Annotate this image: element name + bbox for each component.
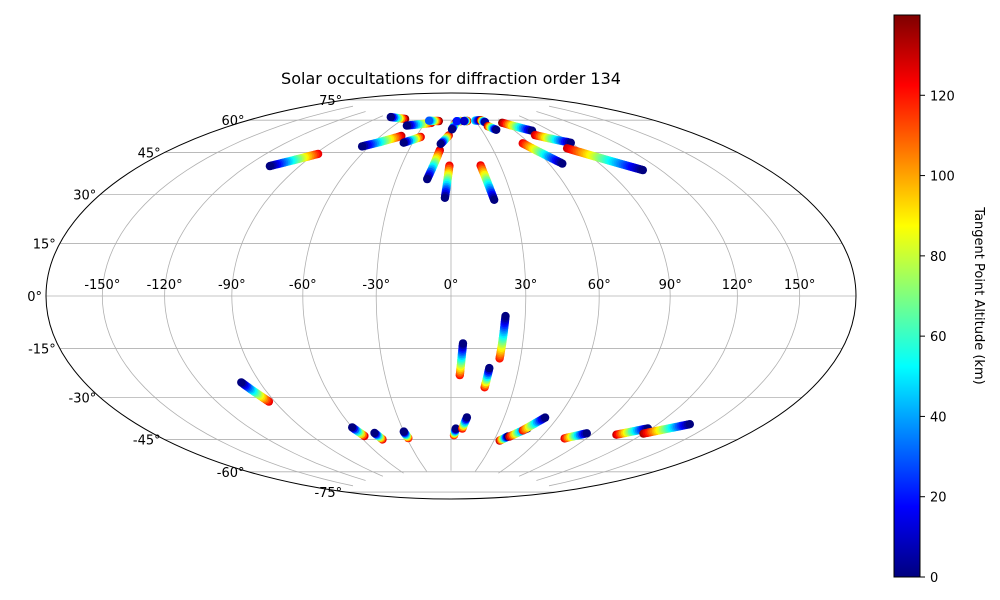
track-point (357, 142, 367, 151)
lat-tick-label: 0° (27, 290, 42, 305)
lon-tick-label: 120° (722, 278, 753, 293)
track-point (452, 117, 461, 126)
occultation-track (370, 428, 387, 444)
colorbar (893, 14, 921, 578)
colorbar-tick-label: 80 (930, 250, 947, 265)
occultation-track (449, 424, 460, 440)
occultation-track (455, 339, 468, 380)
occultation-track (265, 149, 323, 171)
lat-tick-label: 45° (138, 146, 161, 161)
lon-tick-label: 90° (659, 278, 682, 293)
occultation-track (459, 116, 472, 126)
occultation-track (530, 130, 575, 147)
track-point (485, 363, 494, 373)
lat-tick-label: -30° (69, 392, 97, 407)
lon-tick-label: -150° (84, 278, 120, 293)
lat-tick-label: -60° (217, 466, 245, 481)
lon-tick-label: 60° (588, 278, 611, 293)
occultation-track (399, 132, 425, 147)
track-point (237, 378, 246, 387)
chart-title: Solar occultations for diffraction order… (281, 69, 621, 88)
track-point (265, 161, 275, 171)
occultation-track (562, 144, 647, 175)
track-point (490, 195, 499, 204)
occultation-track (386, 112, 410, 124)
track-point (501, 311, 510, 321)
track-point (436, 139, 445, 148)
occultation-track (518, 413, 550, 435)
track-point (424, 116, 434, 125)
colorbar-tick-label: 20 (930, 491, 947, 506)
occultation-track (436, 131, 453, 148)
lat-tick-label: 30° (73, 189, 96, 204)
occultation-track (476, 161, 499, 204)
lat-tick-label: -15° (28, 343, 56, 358)
track-point (558, 159, 567, 168)
track-point (386, 112, 395, 122)
lat-tick-label: 60° (221, 114, 244, 129)
track-point (685, 420, 694, 429)
map-boundary (45, 92, 857, 500)
occultation-track (348, 423, 369, 441)
lon-tick-label: -120° (147, 278, 183, 293)
colorbar-tick-label: 120 (930, 89, 955, 104)
colorbar-ticks: 0 20 40 60 80 100 120 (920, 89, 955, 586)
longitude-tick-labels: -150° -120° -90° -60° -30° 0° 30° 60° 90° 120° 150… (84, 278, 815, 293)
lon-tick-label: -60° (289, 278, 317, 293)
colorbar-tick-label: 40 (930, 410, 947, 425)
lat-tick-label: 75° (319, 94, 342, 109)
occultation-track (423, 146, 444, 184)
track-point (459, 116, 469, 126)
occultation-track (440, 161, 454, 202)
colorbar-label: Tangent Point Altitude (km) (971, 206, 986, 384)
track-point (492, 125, 501, 134)
track-point (399, 427, 408, 436)
occultation-track (237, 378, 274, 406)
lon-tick-label: 30° (514, 278, 537, 293)
track-point (462, 413, 472, 422)
track-point (348, 423, 357, 432)
track-point (540, 413, 550, 422)
occultation-track (495, 311, 510, 363)
occultation-track (476, 116, 490, 127)
occultation-track (357, 131, 406, 151)
lon-tick-label: -90° (218, 278, 246, 293)
lat-tick-label: 15° (33, 237, 56, 252)
occultation-track (560, 429, 591, 443)
lat-tick-label: -45° (133, 434, 161, 449)
track-point (423, 174, 432, 184)
lon-tick-label: -30° (362, 278, 390, 293)
colorbar-tick-label: 60 (930, 330, 947, 345)
lat-tick-label: -75° (314, 486, 342, 501)
occultation-track (639, 420, 694, 438)
graticule (46, 99, 856, 493)
occultation-track (458, 413, 472, 433)
occultation-track (424, 116, 443, 126)
track-point (399, 138, 408, 147)
occultation-track (483, 121, 501, 134)
latitude-tick-labels: 75° 60° 45° 30° 15° 0° -15° -30° -45° -60° -75° (27, 94, 342, 501)
track-point (447, 125, 457, 134)
track-point (440, 193, 450, 202)
occultation-tracks (237, 112, 694, 445)
track-point (370, 428, 379, 438)
lon-tick-label: 150° (784, 278, 815, 293)
track-point (458, 339, 468, 348)
colorbar-tick-label: 100 (930, 170, 955, 185)
occultation-track (480, 363, 494, 392)
occultation-track (399, 427, 413, 443)
occultation-track (518, 139, 567, 168)
track-point (451, 424, 460, 433)
lon-tick-label: 0° (444, 278, 459, 293)
track-point (402, 121, 412, 130)
occultation-track (498, 118, 537, 135)
track-point (638, 165, 647, 175)
track-point (582, 429, 591, 438)
colorbar-tick-label: 0 (930, 571, 938, 586)
